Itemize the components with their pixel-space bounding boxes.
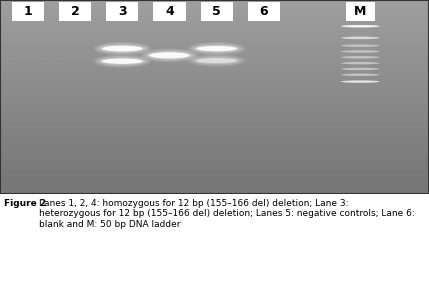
Ellipse shape <box>193 45 239 52</box>
Ellipse shape <box>341 56 380 59</box>
Ellipse shape <box>188 42 245 55</box>
FancyBboxPatch shape <box>346 2 375 21</box>
Ellipse shape <box>97 56 148 66</box>
Text: 3: 3 <box>118 5 127 18</box>
FancyBboxPatch shape <box>248 2 280 21</box>
Ellipse shape <box>341 25 380 28</box>
Text: 5: 5 <box>212 5 221 18</box>
Ellipse shape <box>147 51 193 60</box>
Ellipse shape <box>141 48 199 62</box>
Ellipse shape <box>341 68 380 70</box>
Ellipse shape <box>193 57 239 64</box>
FancyBboxPatch shape <box>12 2 44 21</box>
Ellipse shape <box>97 43 148 54</box>
Ellipse shape <box>144 50 195 61</box>
Ellipse shape <box>196 58 237 63</box>
Ellipse shape <box>102 59 142 64</box>
Text: Figure 2: Figure 2 <box>4 199 49 208</box>
Ellipse shape <box>58 56 92 61</box>
Ellipse shape <box>341 80 380 83</box>
Ellipse shape <box>102 46 142 52</box>
Ellipse shape <box>191 56 242 66</box>
Text: 4: 4 <box>165 5 174 18</box>
FancyBboxPatch shape <box>106 2 138 21</box>
Ellipse shape <box>93 42 151 55</box>
Text: 1: 1 <box>24 5 32 18</box>
FancyBboxPatch shape <box>59 2 91 21</box>
FancyBboxPatch shape <box>201 2 233 21</box>
Ellipse shape <box>11 56 45 61</box>
Text: 2: 2 <box>71 5 79 18</box>
Ellipse shape <box>341 62 380 64</box>
Ellipse shape <box>341 37 380 39</box>
FancyBboxPatch shape <box>154 2 186 21</box>
Ellipse shape <box>341 50 380 53</box>
Ellipse shape <box>93 55 151 68</box>
Ellipse shape <box>191 44 242 54</box>
Text: M: M <box>354 5 366 18</box>
Ellipse shape <box>149 52 190 59</box>
Text: 6: 6 <box>260 5 268 18</box>
Ellipse shape <box>99 57 145 65</box>
Ellipse shape <box>196 46 237 51</box>
Ellipse shape <box>188 54 245 67</box>
Ellipse shape <box>341 44 380 47</box>
Text: Lanes 1, 2, 4: homozygous for 12 bp (155–166 del) deletion; Lane 3:
heterozygous: Lanes 1, 2, 4: homozygous for 12 bp (155… <box>39 199 415 229</box>
Ellipse shape <box>99 44 145 53</box>
Ellipse shape <box>341 74 380 76</box>
